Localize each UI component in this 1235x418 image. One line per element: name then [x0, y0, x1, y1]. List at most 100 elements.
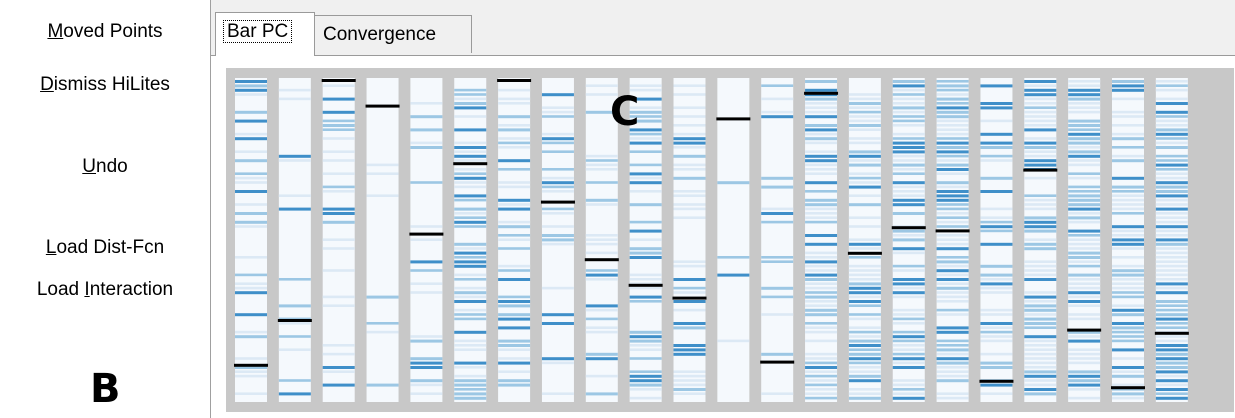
- bar-column-base: [235, 78, 267, 402]
- bar-column[interactable]: [584, 78, 619, 402]
- value-stripe: [980, 159, 1013, 162]
- value-stripe: [1112, 198, 1144, 202]
- value-stripe: [673, 154, 706, 158]
- bar-column[interactable]: [672, 78, 707, 402]
- value-stripe: [936, 238, 969, 241]
- value-stripe: [498, 141, 531, 145]
- value-stripe: [673, 300, 706, 303]
- value-stripe: [673, 137, 706, 141]
- value-stripe: [1112, 326, 1144, 330]
- bar-column[interactable]: [234, 78, 268, 402]
- value-stripe: [1112, 207, 1144, 211]
- value-stripe: [892, 212, 925, 215]
- value-stripe: [278, 335, 311, 338]
- value-stripe: [1112, 348, 1144, 352]
- undo-button[interactable]: Undo: [0, 155, 210, 179]
- value-stripe: [805, 392, 838, 395]
- value-stripe: [980, 291, 1013, 294]
- value-stripe: [629, 370, 662, 373]
- bar-column[interactable]: [760, 78, 795, 402]
- bar-pc-plot[interactable]: C: [226, 68, 1234, 412]
- highlight-marker: [628, 283, 663, 287]
- value-stripe: [585, 273, 618, 277]
- moved-points-button[interactable]: Moved Points: [0, 20, 210, 44]
- value-stripe: [235, 176, 267, 180]
- value-stripe: [936, 348, 969, 352]
- bar-column[interactable]: [1111, 78, 1145, 402]
- bar-column[interactable]: [497, 78, 532, 402]
- bar-column[interactable]: [1067, 78, 1102, 402]
- value-stripe: [454, 308, 487, 312]
- value-stripe: [1155, 207, 1188, 211]
- value-stripe: [498, 300, 531, 303]
- load-dist-fcn-button[interactable]: Load Dist-Fcn: [0, 236, 210, 260]
- bar-column[interactable]: [979, 78, 1014, 402]
- value-stripe: [892, 278, 925, 281]
- dismiss-hilites-button[interactable]: Dismiss HiLites: [0, 73, 210, 97]
- panel-label-b: B: [90, 366, 121, 412]
- value-stripe: [1024, 207, 1057, 211]
- bar-column[interactable]: [409, 78, 444, 402]
- value-stripe: [1112, 190, 1144, 193]
- bar-column[interactable]: [540, 78, 575, 402]
- bar-column[interactable]: [453, 78, 488, 402]
- bar-column[interactable]: [716, 78, 751, 402]
- bar-column[interactable]: [891, 78, 926, 402]
- bar-column[interactable]: [365, 78, 400, 402]
- bar-column[interactable]: [935, 78, 970, 402]
- value-stripe: [805, 300, 838, 303]
- load-interaction-label: nteraction: [89, 279, 174, 300]
- value-stripe: [541, 357, 574, 361]
- value-stripe: [585, 93, 618, 96]
- value-stripe: [1068, 247, 1101, 250]
- value-stripe: [1068, 163, 1101, 167]
- value-stripe: [805, 379, 838, 382]
- value-stripe: [805, 308, 838, 312]
- value-stripe: [673, 278, 706, 281]
- value-stripe: [1155, 181, 1188, 185]
- value-stripe: [454, 176, 487, 180]
- bar-column[interactable]: [847, 78, 882, 402]
- value-stripe: [805, 198, 838, 202]
- bar-column-base: [980, 78, 1013, 402]
- value-stripe: [235, 88, 267, 92]
- value-stripe: [1155, 128, 1188, 132]
- value-stripe: [1024, 119, 1057, 123]
- value-stripe: [629, 229, 662, 233]
- load-interaction-button[interactable]: Load Interaction: [0, 278, 210, 302]
- bar-column-base: [454, 78, 487, 402]
- value-stripe: [892, 361, 925, 365]
- tab-bar-pc[interactable]: Bar PC: [215, 12, 315, 56]
- value-stripe: [629, 119, 662, 123]
- value-stripe: [1024, 383, 1057, 387]
- bar-column[interactable]: [804, 78, 839, 402]
- value-stripe: [673, 190, 706, 193]
- value-stripe: [980, 119, 1013, 123]
- tab-convergence[interactable]: Convergence: [314, 15, 472, 53]
- bar-column[interactable]: [321, 78, 356, 402]
- value-stripe: [322, 352, 355, 356]
- bar-column[interactable]: [628, 78, 663, 402]
- value-stripe: [805, 361, 838, 365]
- value-stripe: [805, 322, 838, 325]
- value-stripe: [585, 374, 618, 378]
- value-stripe: [366, 383, 399, 387]
- bar-column[interactable]: [1023, 78, 1058, 402]
- value-stripe: [980, 392, 1013, 395]
- value-stripe: [805, 154, 838, 158]
- value-stripe: [717, 273, 750, 277]
- value-stripe: [1112, 357, 1144, 360]
- value-stripe: [454, 141, 487, 145]
- value-stripe: [1024, 137, 1057, 140]
- value-stripe: [761, 115, 794, 119]
- value-stripe: [1155, 256, 1188, 259]
- value-stripe: [541, 168, 574, 171]
- value-stripe: [498, 357, 531, 360]
- bar-column[interactable]: [1154, 78, 1189, 402]
- value-stripe: [410, 146, 443, 149]
- value-stripe: [980, 383, 1013, 387]
- value-stripe: [454, 106, 487, 110]
- value-stripe: [1024, 339, 1057, 343]
- value-stripe: [629, 388, 662, 391]
- bar-column[interactable]: [277, 78, 312, 402]
